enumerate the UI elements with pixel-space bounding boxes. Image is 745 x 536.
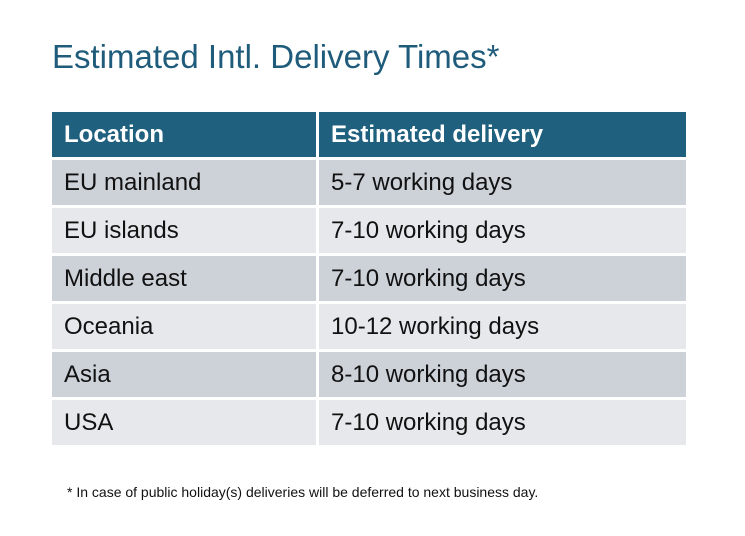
delivery-cell: 8-10 working days [319, 352, 686, 397]
table-row: EU mainland 5-7 working days [52, 160, 686, 205]
location-cell: Oceania [52, 304, 316, 349]
table-row: USA 7-10 working days [52, 400, 686, 445]
footnote: * In case of public holiday(s) deliverie… [67, 484, 539, 500]
location-cell: EU islands [52, 208, 316, 253]
column-header-location: Location [52, 112, 316, 157]
table-header-row: Location Estimated delivery [52, 112, 686, 157]
delivery-cell: 7-10 working days [319, 256, 686, 301]
table-row: Oceania 10-12 working days [52, 304, 686, 349]
location-cell: USA [52, 400, 316, 445]
table-row: Asia 8-10 working days [52, 352, 686, 397]
location-cell: Middle east [52, 256, 316, 301]
column-header-estimated-delivery: Estimated delivery [319, 112, 686, 157]
table-row: EU islands 7-10 working days [52, 208, 686, 253]
page-title: Estimated Intl. Delivery Times* [52, 38, 500, 75]
table-row: Middle east 7-10 working days [52, 256, 686, 301]
location-cell: Asia [52, 352, 316, 397]
location-cell: EU mainland [52, 160, 316, 205]
delivery-cell: 10-12 working days [319, 304, 686, 349]
delivery-cell: 5-7 working days [319, 160, 686, 205]
delivery-times-table: Location Estimated delivery EU mainland … [49, 109, 689, 448]
delivery-cell: 7-10 working days [319, 400, 686, 445]
delivery-cell: 7-10 working days [319, 208, 686, 253]
